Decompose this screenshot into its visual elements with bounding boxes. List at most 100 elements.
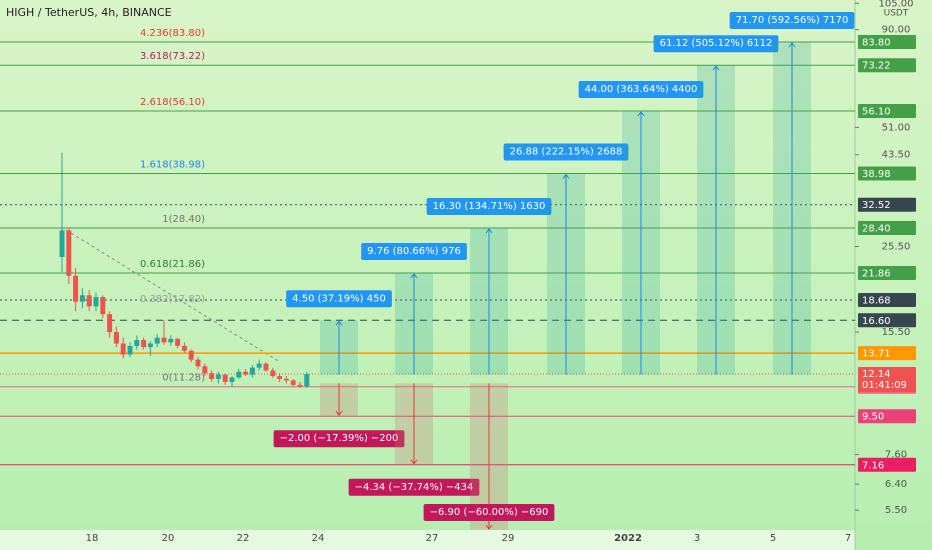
level-price-label: 13.71 — [862, 349, 891, 360]
candle-body — [59, 230, 65, 257]
price-tick-label: 51.00 — [882, 122, 911, 133]
candle-body — [175, 338, 181, 346]
layer: 105.00 90.00 51.00 43.50 25.50 15.50 7.60 6.40 5… — [0, 0, 916, 544]
axis-unit: USDT — [884, 9, 909, 19]
position-label-bg — [653, 35, 779, 53]
level-price-box — [858, 457, 916, 472]
candle-body — [113, 332, 119, 344]
candle-body — [304, 374, 310, 387]
position-label-bg — [503, 143, 629, 161]
time-tick-label: 29 — [502, 533, 515, 544]
position-label-text: 61.12 (505.12%) 6112 — [660, 38, 773, 49]
fib-label: 1.618(38.98) — [140, 160, 205, 171]
price-tick-label: 43.50 — [882, 150, 911, 161]
candle-body — [134, 340, 140, 346]
level-price-label: 9.50 — [862, 412, 884, 423]
level-price-box — [858, 103, 916, 118]
arrow-head — [485, 228, 493, 234]
arrow-head — [410, 459, 418, 465]
fib-label: 0(11.28) — [162, 373, 205, 384]
time-tick-label: 27 — [426, 533, 439, 544]
position-label-text: 26.88 (222.15%) 2688 — [510, 147, 623, 158]
position-label-text: 44.00 (363.64%) 4400 — [585, 84, 698, 95]
position-label: −2.00 (−17.39%) −200 — [273, 430, 405, 448]
level-price-box — [858, 35, 916, 50]
level-price-label: 16.60 — [862, 316, 891, 327]
level-price-box — [858, 197, 916, 212]
candle-body — [181, 345, 187, 351]
arrow-head — [788, 42, 796, 48]
chart-title: HIGH / TetherUS, 4h, BINANCE — [6, 6, 172, 19]
position-label: 26.88 (222.15%) 2688 — [503, 143, 629, 161]
position-label-text: 71.70 (592.56%) 7170 — [736, 15, 849, 26]
position-label-text: −6.90 (−60.00%) −690 — [430, 507, 549, 518]
arrow-head — [637, 111, 645, 117]
price-tick-label: 105.00 — [879, 0, 914, 9]
position-label: −4.34 (−37.74%) −434 — [348, 478, 480, 496]
position-label-bg — [426, 197, 552, 215]
position-label: −6.90 (−60.00%) −690 — [423, 504, 555, 521]
candle-body — [243, 371, 249, 375]
candle-body — [249, 367, 255, 375]
candle-body — [202, 366, 208, 374]
position-label-bg — [286, 290, 392, 308]
time-tick-label: 24 — [312, 533, 325, 544]
arrow-head — [335, 320, 343, 326]
candle-body — [195, 359, 201, 367]
candle-body — [270, 370, 276, 377]
position-label-text: −4.34 (−37.74%) −434 — [355, 482, 474, 493]
countdown-label: 01:41:09 — [862, 380, 907, 391]
candle-body — [161, 337, 167, 343]
time-tick-label: 3 — [694, 533, 700, 544]
arrow-head — [712, 65, 720, 71]
candle-body — [263, 363, 269, 371]
time-tick-label: 5 — [770, 533, 776, 544]
candle-body — [283, 378, 289, 381]
candle-body — [297, 384, 303, 387]
level-price-box — [858, 166, 916, 181]
position-label: 71.70 (592.56%) 7170 — [729, 12, 855, 30]
position-label: 16.30 (134.71%) 1630 — [426, 197, 552, 215]
price-tick-label: 5.50 — [885, 505, 907, 516]
last-price-label: 12.14 — [862, 369, 891, 380]
candle-body — [209, 373, 215, 379]
level-price-label: 28.40 — [862, 223, 891, 234]
price-tick-label: 6.40 — [885, 479, 907, 490]
position-label-text: −2.00 (−17.39%) −200 — [280, 433, 399, 444]
candle-body — [222, 374, 228, 382]
candle-body — [86, 295, 92, 307]
position-label: 44.00 (363.64%) 4400 — [578, 80, 704, 98]
candle-body — [236, 371, 242, 378]
position-label: 4.50 (37.19%) 450 — [286, 290, 392, 308]
time-tick-label: 2022 — [614, 533, 642, 544]
position-label-bg — [423, 504, 555, 521]
price-tick-label: 90.00 — [882, 25, 911, 36]
candle-body — [93, 297, 99, 307]
time-axis-bg — [0, 530, 855, 550]
level-price-label: 32.52 — [862, 200, 891, 211]
position-label-text: 4.50 (37.19%) 450 — [292, 293, 386, 304]
level-price-box — [858, 292, 916, 307]
time-tick-label: 18 — [86, 533, 99, 544]
arrow-head — [410, 273, 418, 279]
level-price-box — [858, 409, 916, 424]
level-price-box — [858, 58, 916, 73]
candle-body — [127, 345, 133, 355]
candle-body — [229, 377, 235, 382]
level-price-label: 7.16 — [862, 460, 884, 471]
candle-body — [107, 314, 113, 333]
candle-body — [147, 343, 153, 348]
position-label-bg — [729, 12, 855, 30]
candle-body — [66, 230, 72, 276]
arrow-head — [562, 173, 570, 179]
last-price-box — [858, 367, 916, 393]
candle-body — [168, 338, 174, 343]
level-price-label: 73.22 — [862, 61, 891, 72]
position-label: 61.12 (505.12%) 6112 — [653, 35, 779, 53]
arrow-head — [485, 524, 493, 530]
candle-body — [73, 275, 79, 302]
position-label-bg — [273, 430, 405, 448]
candle-body — [188, 350, 194, 360]
